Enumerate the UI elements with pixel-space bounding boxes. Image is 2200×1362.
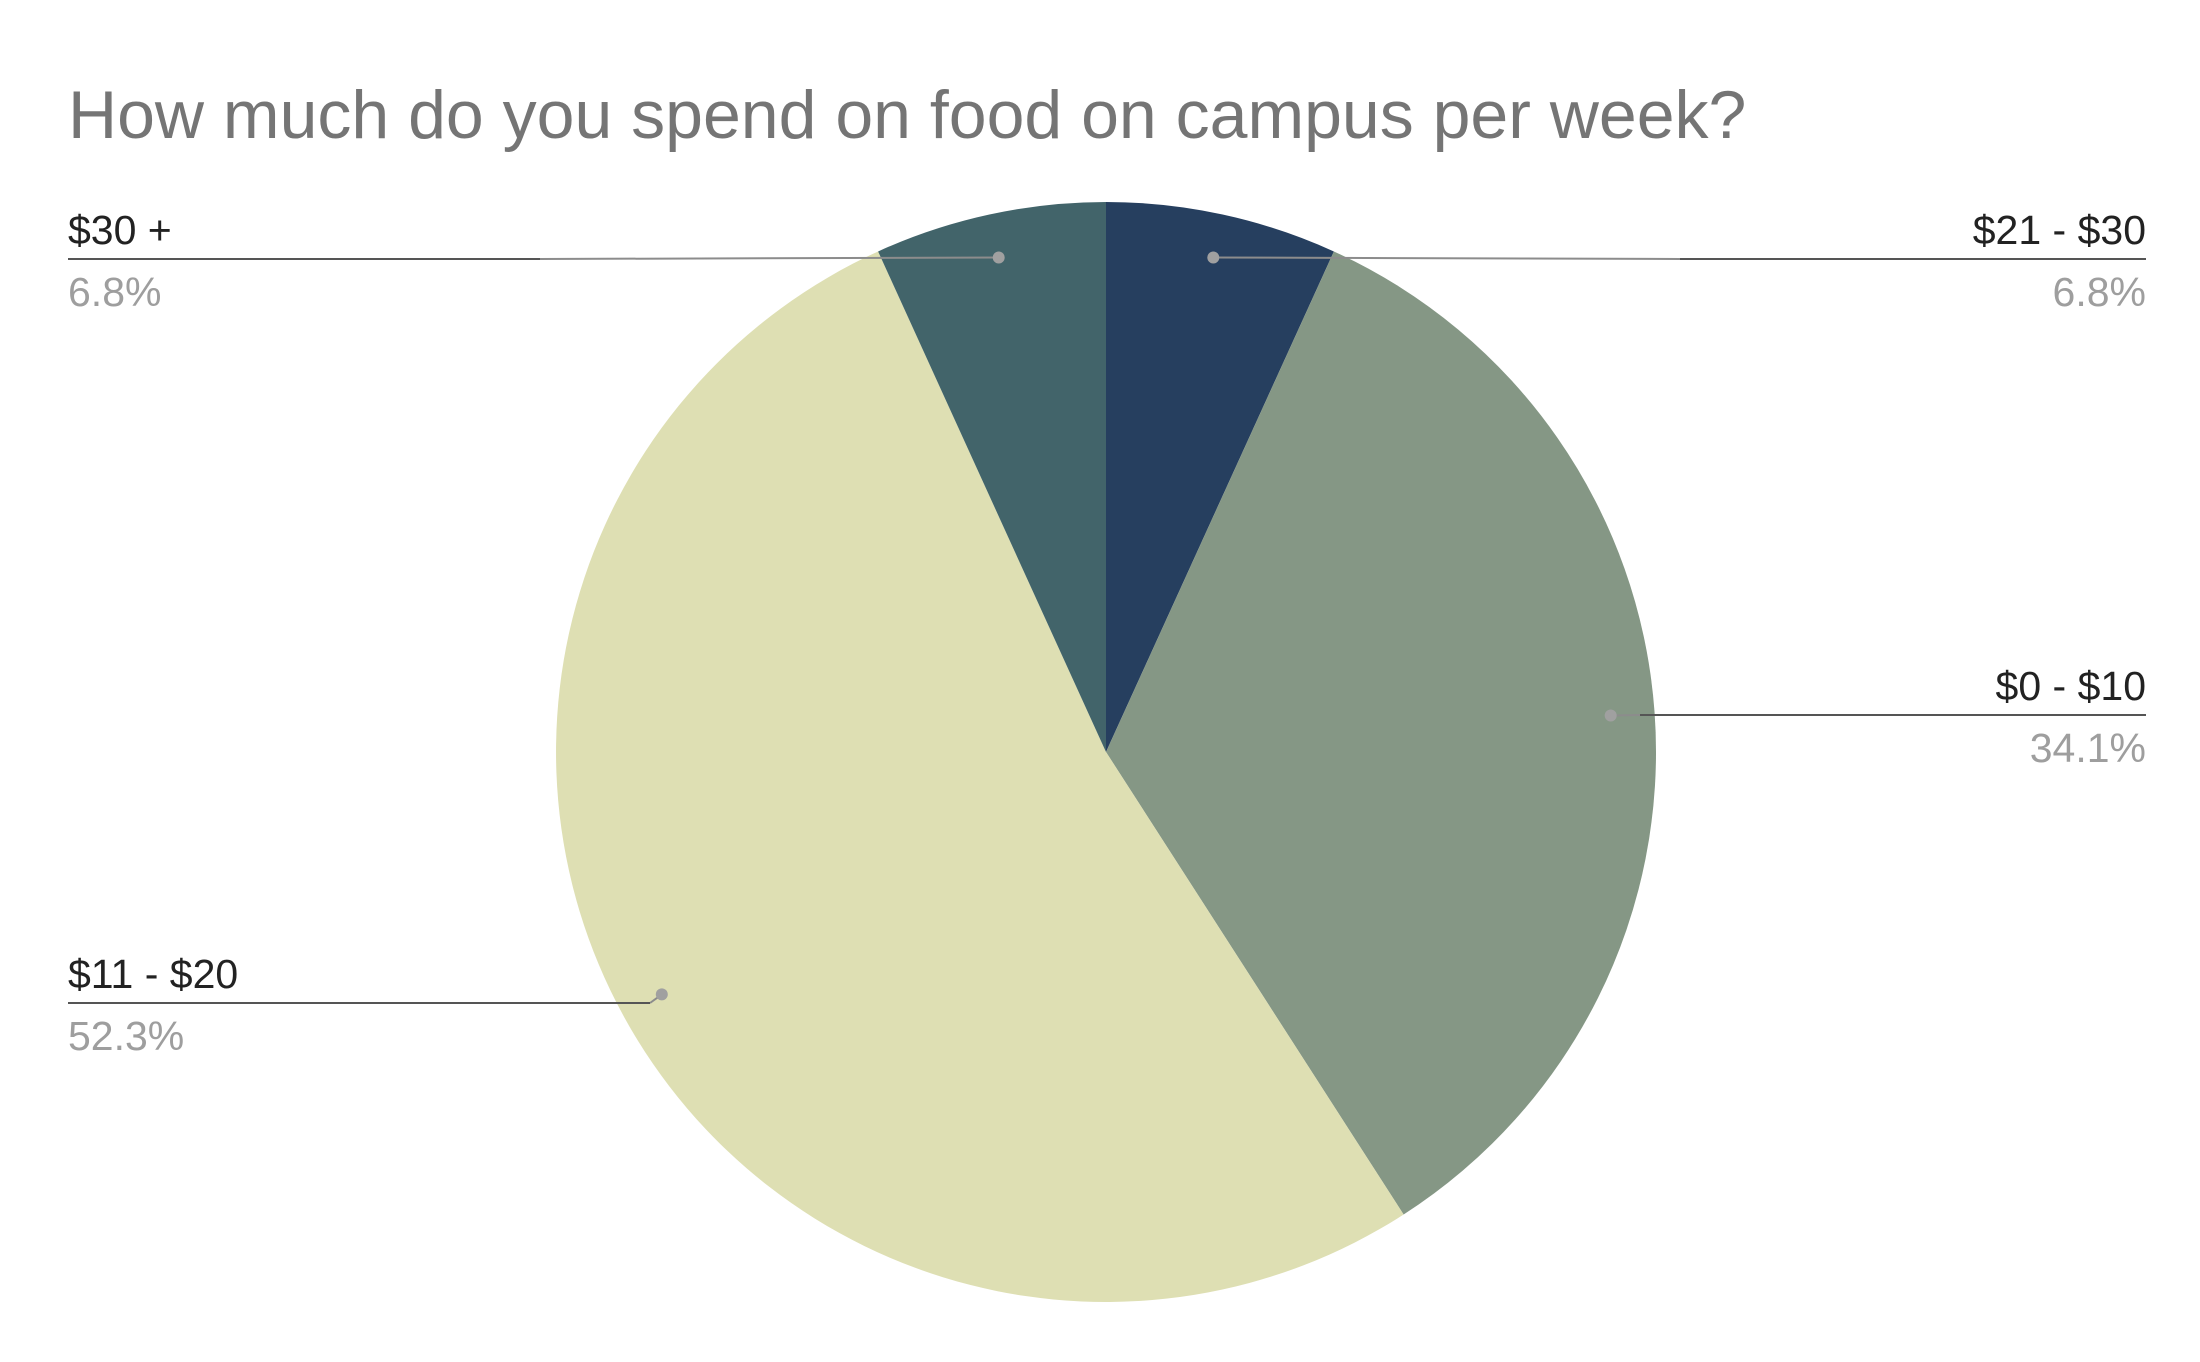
slice-label-group-1: $21 - $30 6.8% bbox=[1207, 207, 2146, 315]
pie-labels: $21 - $30 6.8% $0 - $10 34.1% $11 - $20 52.3%… bbox=[68, 207, 2146, 1059]
slice-label-1: $21 - $30 bbox=[1973, 207, 2146, 253]
chart-title: How much do you spend on food on campus … bbox=[68, 77, 1746, 153]
slice-label-2: $0 - $10 bbox=[1996, 663, 2146, 709]
pie-slices bbox=[556, 202, 1657, 1302]
slice-4 bbox=[878, 202, 1106, 752]
leader-line-4 bbox=[539, 256, 999, 260]
slice-label-group-4: $30 + 6.8% bbox=[68, 207, 1005, 315]
leader-dot-3 bbox=[655, 988, 668, 1001]
slice-3 bbox=[556, 251, 1404, 1302]
slice-1 bbox=[1106, 202, 1334, 752]
leader-dot-1 bbox=[1207, 251, 1220, 264]
leader-line-1 bbox=[1213, 256, 1681, 260]
slice-percent-2: 34.1% bbox=[2030, 725, 2146, 771]
slice-percent-4: 6.8% bbox=[68, 269, 161, 315]
slice-label-group-2: $0 - $10 34.1% bbox=[1604, 663, 2146, 771]
slice-label-group-3: $11 - $20 52.3% bbox=[68, 951, 668, 1059]
leader-dot-2 bbox=[1604, 709, 1617, 722]
slice-label-3: $11 - $20 bbox=[68, 951, 238, 997]
leader-dot-4 bbox=[992, 251, 1005, 264]
slice-percent-1: 6.8% bbox=[2053, 269, 2146, 315]
slice-2 bbox=[1106, 251, 1657, 1215]
slice-label-4: $30 + bbox=[68, 207, 172, 253]
slice-percent-3: 52.3% bbox=[68, 1013, 184, 1059]
